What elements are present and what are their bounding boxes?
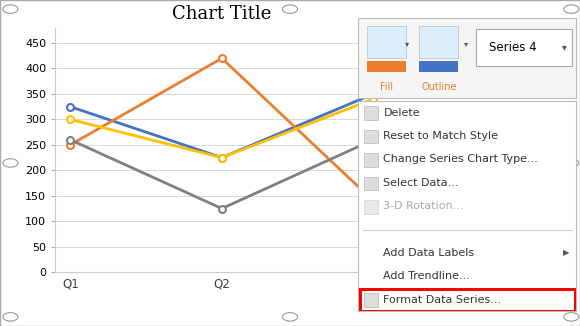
Text: Add Trendline...: Add Trendline... xyxy=(383,271,470,281)
Circle shape xyxy=(282,5,298,13)
Text: Add Data Labels: Add Data Labels xyxy=(383,248,474,258)
Text: Reset to Match Style: Reset to Match Style xyxy=(383,131,498,141)
Text: ▶: ▶ xyxy=(563,248,570,258)
FancyBboxPatch shape xyxy=(364,130,378,143)
Bar xyxy=(419,61,458,72)
Text: 3-D Rotation...: 3-D Rotation... xyxy=(383,201,464,211)
FancyBboxPatch shape xyxy=(419,26,458,58)
FancyBboxPatch shape xyxy=(364,176,378,190)
Circle shape xyxy=(564,159,579,167)
Text: Series 4: Series 4 xyxy=(489,41,536,54)
Circle shape xyxy=(564,313,579,321)
Circle shape xyxy=(282,313,298,321)
Text: Outline: Outline xyxy=(421,82,456,92)
Text: Delete: Delete xyxy=(383,108,420,118)
Text: Fill: Fill xyxy=(380,82,393,92)
Text: ▾: ▾ xyxy=(464,39,468,48)
Text: Change Series Chart Type...: Change Series Chart Type... xyxy=(383,155,538,165)
Title: Chart Title: Chart Title xyxy=(172,5,271,23)
FancyBboxPatch shape xyxy=(367,26,406,58)
Circle shape xyxy=(3,159,18,167)
Circle shape xyxy=(564,5,579,13)
FancyBboxPatch shape xyxy=(364,200,378,214)
Text: ▾: ▾ xyxy=(563,42,567,52)
Text: Format Data Series...: Format Data Series... xyxy=(383,295,502,305)
Circle shape xyxy=(3,313,18,321)
Bar xyxy=(367,61,406,72)
FancyBboxPatch shape xyxy=(364,153,378,167)
FancyBboxPatch shape xyxy=(476,29,571,66)
Bar xyxy=(360,289,575,311)
FancyBboxPatch shape xyxy=(364,106,378,120)
Text: ▾: ▾ xyxy=(405,39,409,48)
FancyBboxPatch shape xyxy=(364,293,378,307)
Text: Select Data...: Select Data... xyxy=(383,178,459,188)
Circle shape xyxy=(3,5,18,13)
